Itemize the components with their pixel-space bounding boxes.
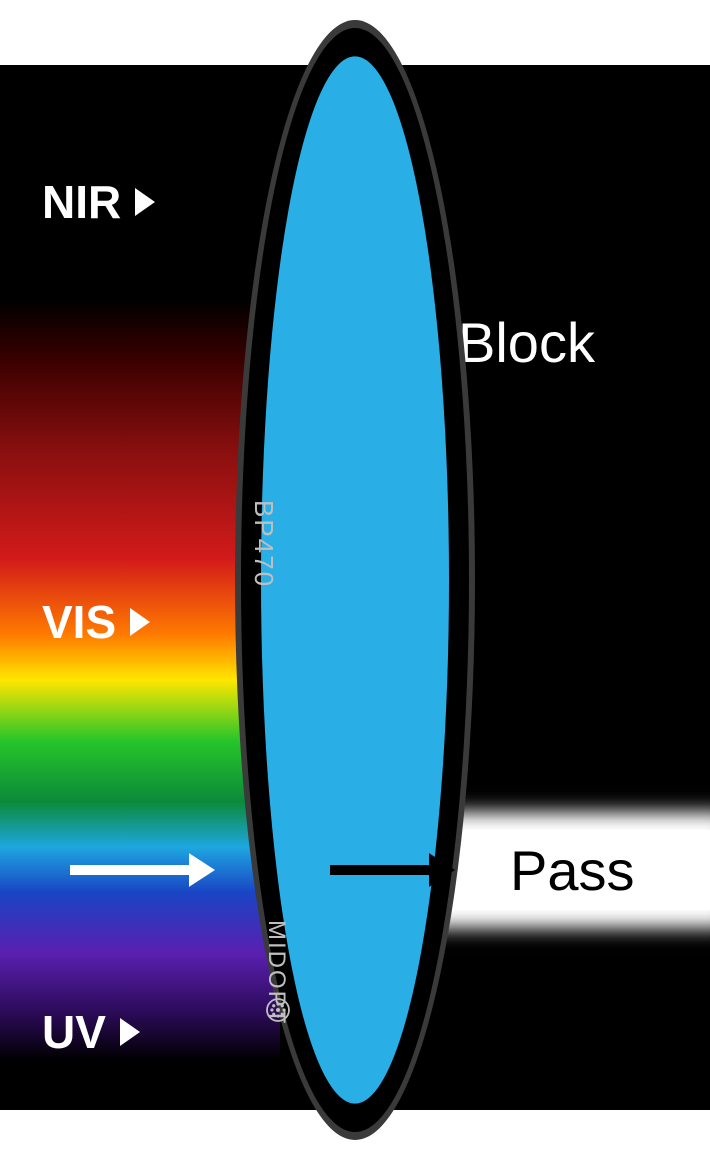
filter-model-text: BP470 — [249, 500, 279, 588]
filter-model-label: BP470 — [248, 500, 279, 588]
filter-lens — [0, 0, 710, 1162]
diagram-stage: NIR VIS UV Block Pass BP470 MIDOPT — [0, 0, 710, 1162]
brand-label: MIDOPT — [262, 920, 290, 1025]
pass-label: Pass — [510, 838, 635, 903]
pass-text: Pass — [510, 839, 635, 902]
output-arrow — [300, 840, 485, 900]
brand-text: MIDOPT — [263, 920, 290, 1025]
